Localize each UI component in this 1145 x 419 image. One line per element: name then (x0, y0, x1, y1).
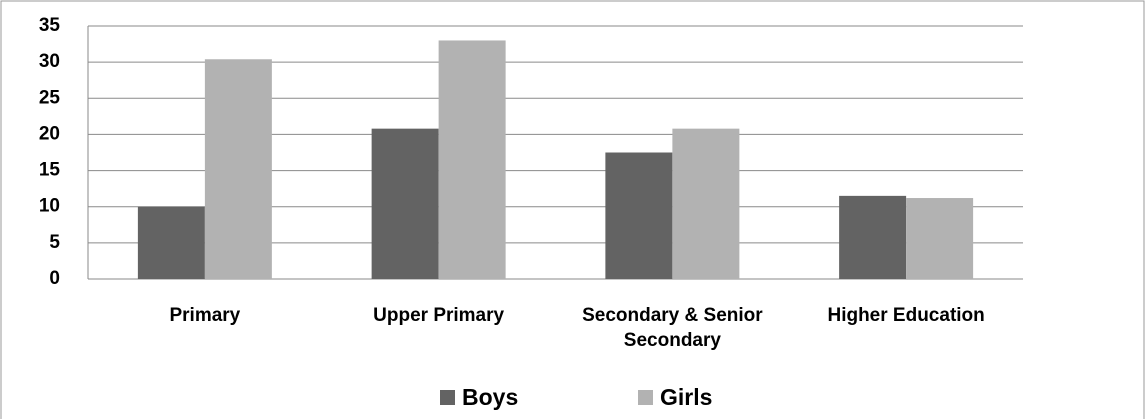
bar (839, 195, 907, 279)
legend-label: Boys (462, 384, 518, 410)
bar (137, 206, 205, 279)
bar (672, 128, 740, 279)
x-tick-label: Primary (169, 305, 241, 326)
bar (605, 152, 673, 279)
x-tick-label: Secondary & Senior Secondary (582, 305, 763, 351)
y-tick-label: 35 (39, 15, 61, 36)
x-tick-label: Upper Primary (373, 305, 505, 326)
bar (204, 59, 272, 279)
y-tick-label: 10 (39, 196, 60, 217)
x-tick-label: Higher Education (827, 305, 985, 326)
y-tick-label: 15 (39, 160, 61, 181)
legend-swatch (638, 390, 653, 405)
legend-swatch (440, 390, 455, 405)
y-tick-label: 20 (39, 123, 60, 144)
bar (438, 40, 506, 280)
bar (371, 128, 439, 279)
legend-label: Girls (660, 384, 712, 410)
y-tick-label: 25 (39, 87, 61, 108)
y-tick-label: 5 (49, 232, 60, 253)
y-tick-label: 0 (49, 268, 60, 289)
bar (906, 198, 974, 279)
y-tick-label: 30 (39, 51, 60, 72)
